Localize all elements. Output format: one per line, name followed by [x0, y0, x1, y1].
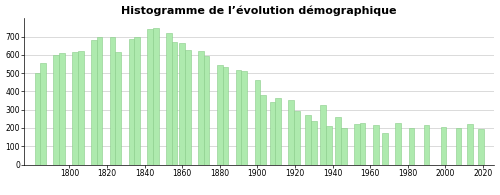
- Bar: [467, 124, 472, 165]
- Bar: [242, 71, 247, 165]
- Bar: [172, 42, 178, 165]
- Bar: [336, 117, 341, 165]
- Bar: [288, 100, 294, 165]
- Bar: [326, 126, 332, 165]
- Bar: [382, 133, 388, 165]
- Bar: [128, 39, 134, 165]
- Bar: [185, 50, 190, 165]
- Bar: [396, 123, 401, 165]
- Bar: [254, 80, 260, 165]
- Bar: [424, 125, 430, 165]
- Bar: [134, 37, 140, 165]
- Bar: [34, 73, 40, 165]
- Bar: [456, 128, 461, 165]
- Bar: [116, 52, 121, 165]
- Bar: [204, 56, 210, 165]
- Bar: [275, 98, 281, 165]
- Bar: [373, 125, 378, 165]
- Bar: [148, 29, 153, 165]
- Bar: [341, 128, 346, 165]
- Title: Histogramme de l’évolution démographique: Histogramme de l’évolution démographique: [122, 5, 397, 16]
- Bar: [270, 102, 275, 165]
- Bar: [320, 105, 326, 165]
- Bar: [166, 33, 172, 165]
- Bar: [222, 67, 228, 165]
- Bar: [198, 51, 204, 165]
- Bar: [217, 65, 222, 165]
- Bar: [78, 51, 84, 165]
- Bar: [72, 52, 78, 165]
- Bar: [294, 111, 300, 165]
- Bar: [478, 129, 484, 165]
- Bar: [40, 63, 46, 165]
- Bar: [360, 123, 366, 165]
- Bar: [236, 70, 242, 165]
- Bar: [91, 40, 96, 165]
- Bar: [260, 95, 266, 165]
- Bar: [54, 55, 59, 165]
- Bar: [96, 37, 102, 165]
- Bar: [306, 115, 311, 165]
- Bar: [180, 43, 185, 165]
- Bar: [408, 128, 414, 165]
- Bar: [354, 124, 360, 165]
- Bar: [59, 53, 64, 165]
- Bar: [440, 127, 446, 165]
- Bar: [110, 36, 116, 165]
- Bar: [311, 121, 316, 165]
- Bar: [153, 28, 158, 165]
